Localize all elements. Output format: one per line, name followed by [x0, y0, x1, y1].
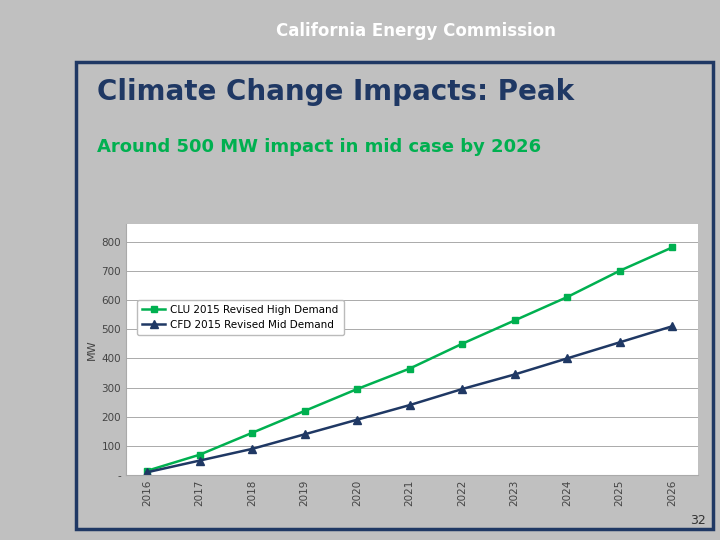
CFD 2015 Revised Mid Demand — [143, 469, 151, 476]
CFD 2015 Revised Mid Demand — [458, 386, 467, 392]
CLU 2015 Revised High Demand — [143, 468, 151, 474]
CLU 2015 Revised High Demand — [616, 268, 624, 274]
Y-axis label: MW: MW — [87, 339, 97, 360]
CFD 2015 Revised Mid Demand — [300, 431, 309, 437]
CLU 2015 Revised High Demand — [248, 430, 256, 436]
CFD 2015 Revised Mid Demand — [353, 416, 361, 423]
CLU 2015 Revised High Demand — [458, 341, 467, 347]
CLU 2015 Revised High Demand — [353, 386, 361, 392]
Text: 32: 32 — [690, 514, 706, 526]
CFD 2015 Revised Mid Demand — [563, 355, 572, 362]
CLU 2015 Revised High Demand — [668, 244, 677, 251]
CFD 2015 Revised Mid Demand — [668, 323, 677, 329]
CFD 2015 Revised Mid Demand — [510, 371, 519, 377]
Line: CFD 2015 Revised Mid Demand: CFD 2015 Revised Mid Demand — [143, 322, 676, 476]
Text: Climate Change Impacts: Peak: Climate Change Impacts: Peak — [97, 78, 575, 106]
CLU 2015 Revised High Demand — [300, 408, 309, 414]
Line: CLU 2015 Revised High Demand: CLU 2015 Revised High Demand — [143, 244, 675, 474]
CLU 2015 Revised High Demand — [195, 451, 204, 458]
CLU 2015 Revised High Demand — [510, 317, 519, 323]
CLU 2015 Revised High Demand — [563, 294, 572, 300]
Legend: CLU 2015 Revised High Demand, CFD 2015 Revised Mid Demand: CLU 2015 Revised High Demand, CFD 2015 R… — [137, 300, 343, 335]
CFD 2015 Revised Mid Demand — [616, 339, 624, 346]
CLU 2015 Revised High Demand — [405, 366, 414, 372]
CFD 2015 Revised Mid Demand — [248, 446, 256, 452]
Text: California Energy Commission: California Energy Commission — [276, 22, 556, 40]
CFD 2015 Revised Mid Demand — [195, 457, 204, 464]
CFD 2015 Revised Mid Demand — [405, 402, 414, 408]
Text: Around 500 MW impact in mid case by 2026: Around 500 MW impact in mid case by 2026 — [97, 138, 541, 156]
